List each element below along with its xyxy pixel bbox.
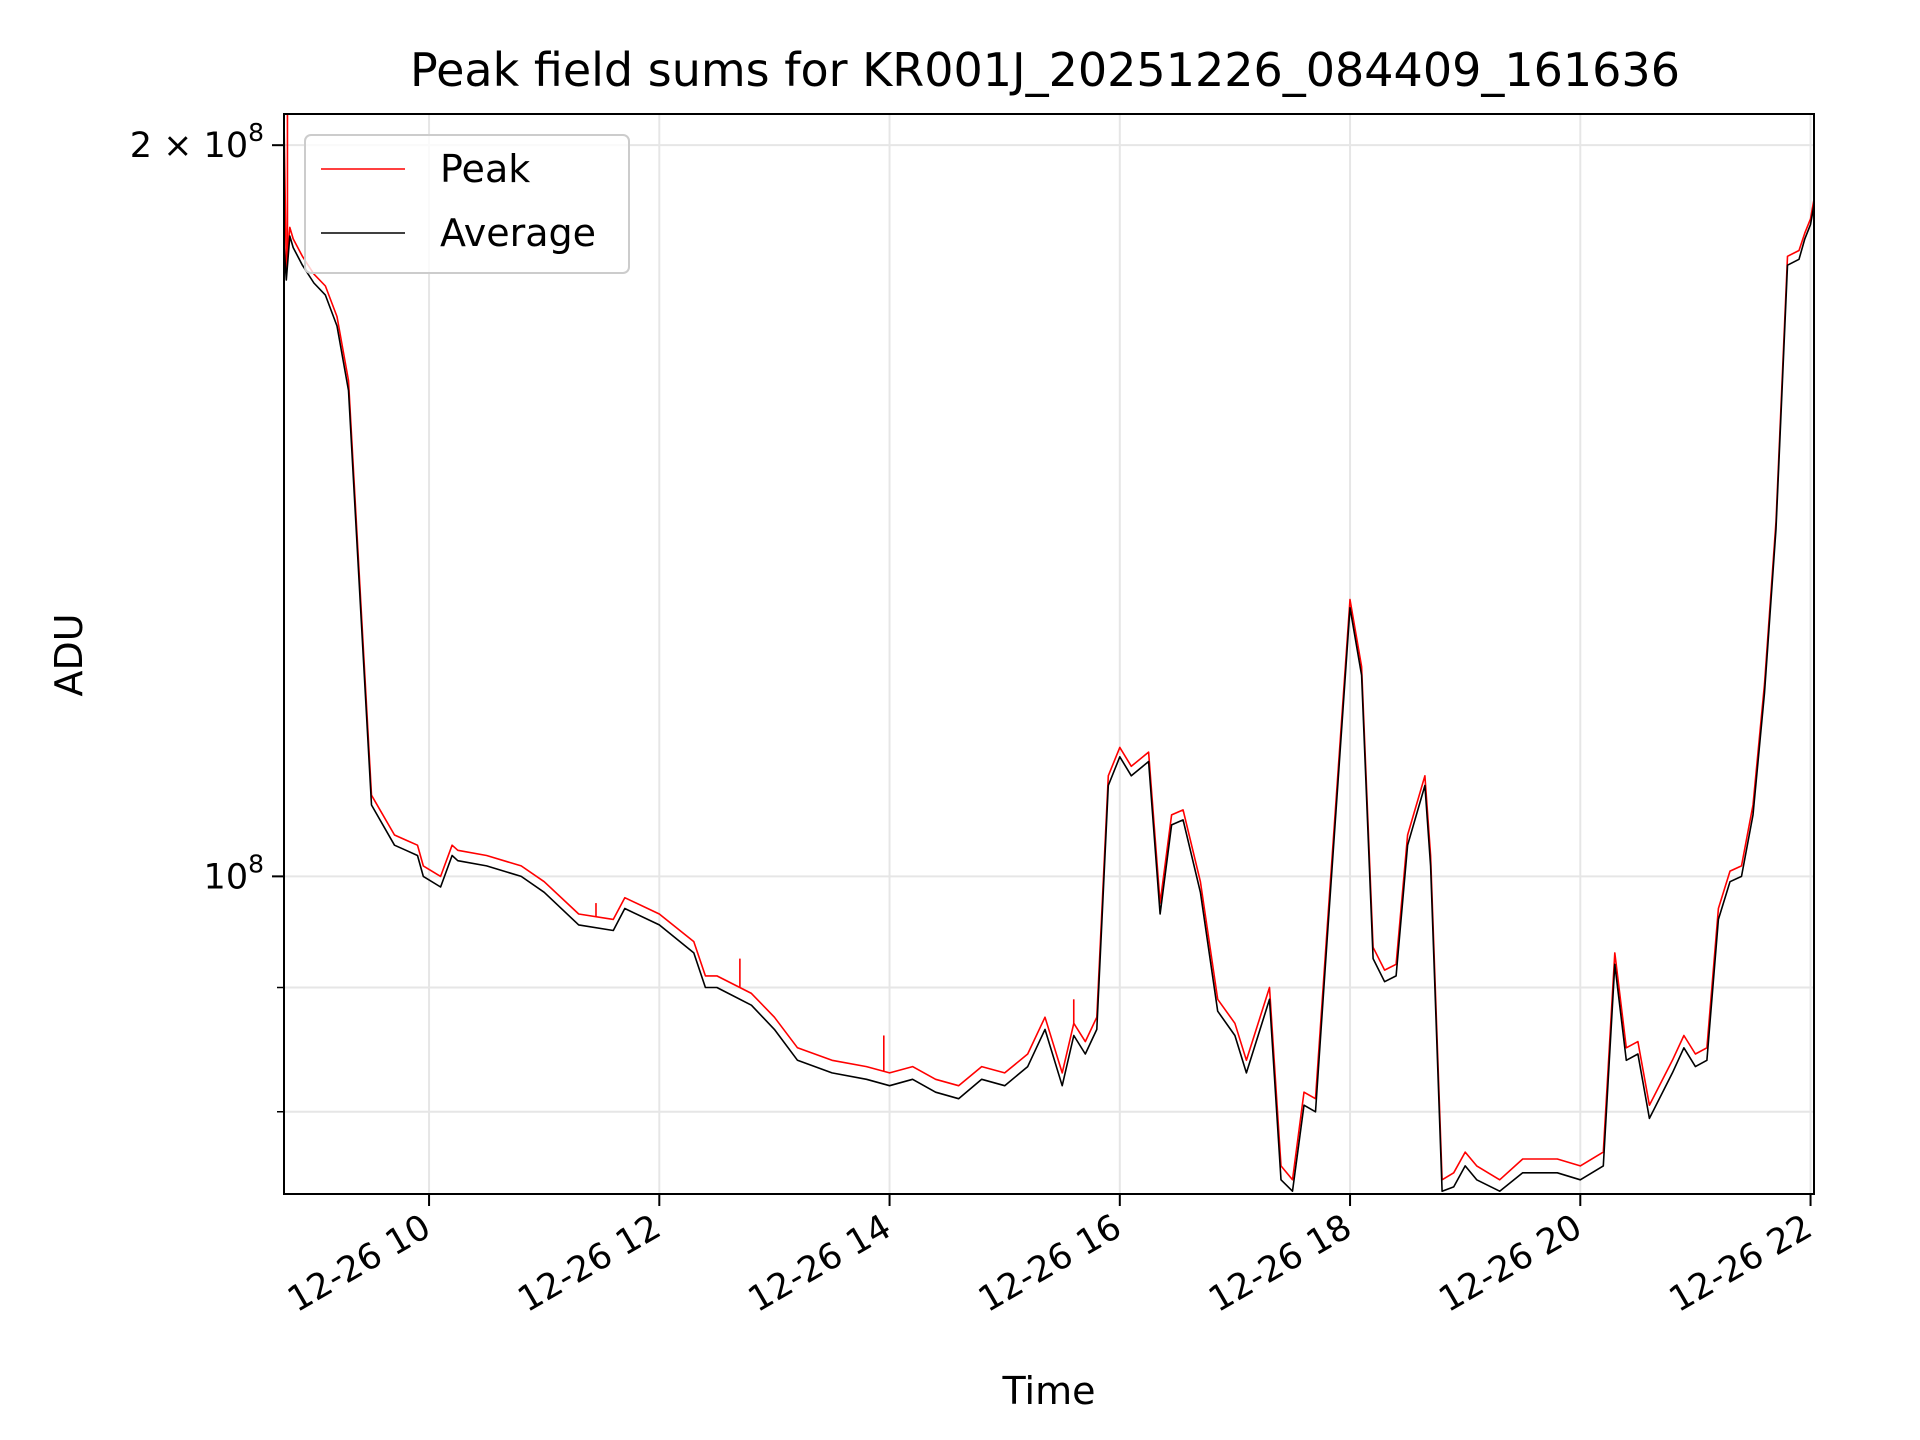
legend: Peak Average <box>304 134 630 274</box>
y-axis-label: ADU <box>47 613 91 696</box>
x-axis-label: Time <box>1002 1369 1096 1413</box>
legend-label-peak: Peak <box>440 147 530 191</box>
y-tick-label: 108 <box>204 849 264 897</box>
series-line-peak <box>284 119 1814 1181</box>
plot-frame <box>283 113 1815 1195</box>
chart-title: Peak field sums for KR001J_20251226_0844… <box>410 43 1680 97</box>
series-line-average <box>284 204 1814 1192</box>
legend-label-average: Average <box>440 211 596 255</box>
y-axis-ticks: 108 2 × 108 <box>130 118 284 1113</box>
series-layer <box>284 114 1814 1192</box>
y-tick-label: 2 × 108 <box>130 118 264 166</box>
